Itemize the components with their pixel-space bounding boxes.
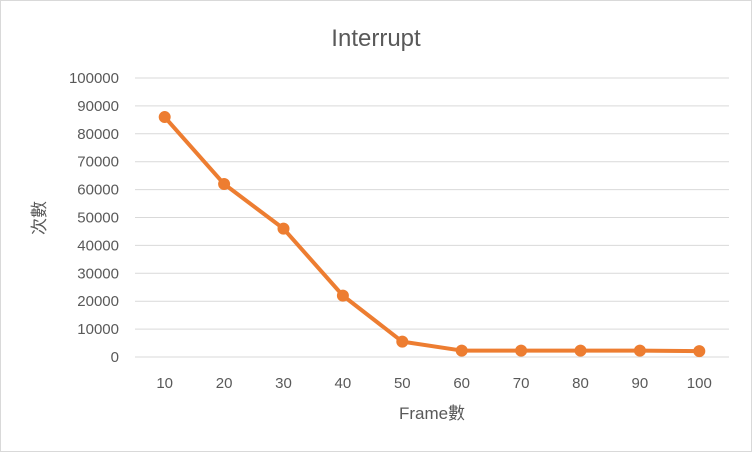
x-tick-label: 30 — [275, 375, 292, 392]
data-point — [455, 344, 468, 357]
data-point — [336, 289, 349, 302]
y-tick-label: 50000 — [77, 210, 119, 227]
chart-title: Interrupt — [331, 25, 421, 52]
y-tick-label: 80000 — [77, 126, 119, 143]
data-point — [515, 344, 528, 357]
x-tick-label: 80 — [572, 375, 589, 392]
x-tick-label: 60 — [453, 375, 470, 392]
y-tick-label: 100000 — [69, 70, 119, 87]
data-point — [218, 178, 231, 191]
y-tick-label: 0 — [111, 349, 119, 366]
data-point — [574, 344, 587, 357]
data-point — [693, 345, 706, 358]
x-tick-label: 40 — [335, 375, 352, 392]
y-axis-label: 次數 — [30, 201, 49, 235]
data-point — [633, 344, 646, 357]
y-tick-label: 40000 — [77, 237, 119, 254]
y-tick-label: 70000 — [77, 154, 119, 171]
y-axis-ticks: 0 10000 20000 30000 40000 50000 60000 70000 8000… — [69, 70, 119, 366]
gridlines — [135, 77, 729, 358]
data-point — [277, 222, 290, 235]
x-axis-ticks: 10 20 30 40 50 60 70 80 90 100 — [156, 375, 711, 392]
y-tick-label: 10000 — [77, 321, 119, 338]
y-tick-label: 20000 — [77, 293, 119, 310]
series-layer — [158, 111, 706, 358]
data-point — [158, 111, 171, 124]
x-tick-label: 100 — [687, 375, 712, 392]
x-tick-label: 50 — [394, 375, 411, 392]
x-tick-label: 90 — [632, 375, 649, 392]
x-tick-label: 10 — [156, 375, 173, 392]
data-point — [396, 335, 409, 348]
series-line — [162, 115, 702, 354]
y-tick-label: 30000 — [77, 265, 119, 282]
y-tick-label: 90000 — [77, 98, 119, 115]
y-tick-label: 60000 — [77, 182, 119, 199]
x-axis-label: Frame數 — [399, 404, 465, 423]
x-tick-label: 20 — [216, 375, 233, 392]
x-tick-label: 70 — [513, 375, 530, 392]
